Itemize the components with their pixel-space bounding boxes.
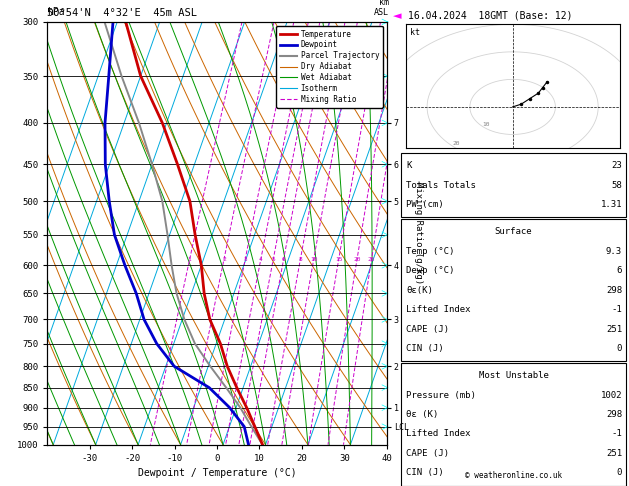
- Text: 0: 0: [616, 344, 622, 353]
- Text: PW (cm): PW (cm): [406, 200, 444, 209]
- Text: Temp (°C): Temp (°C): [406, 247, 455, 256]
- Text: CAPE (J): CAPE (J): [406, 449, 449, 458]
- Text: 10: 10: [310, 257, 318, 262]
- Text: 20: 20: [453, 141, 460, 146]
- Text: 15: 15: [335, 257, 342, 262]
- Text: 251: 251: [606, 325, 622, 333]
- Text: K: K: [406, 161, 412, 170]
- Text: 50°54'N  4°32'E  45m ASL: 50°54'N 4°32'E 45m ASL: [47, 8, 197, 18]
- Text: 6: 6: [616, 266, 622, 275]
- Text: 0: 0: [616, 469, 622, 477]
- Y-axis label: Mixing Ratio (g/kg): Mixing Ratio (g/kg): [414, 182, 423, 284]
- Text: 20: 20: [353, 257, 361, 262]
- Text: CAPE (J): CAPE (J): [406, 325, 449, 333]
- Text: Lifted Index: Lifted Index: [406, 430, 471, 438]
- Text: -1: -1: [611, 430, 622, 438]
- Text: 1.31: 1.31: [601, 200, 622, 209]
- Text: Dewp (°C): Dewp (°C): [406, 266, 455, 275]
- Text: 5: 5: [271, 257, 275, 262]
- X-axis label: Dewpoint / Temperature (°C): Dewpoint / Temperature (°C): [138, 469, 296, 478]
- Text: 9.3: 9.3: [606, 247, 622, 256]
- Text: 16.04.2024  18GMT (Base: 12): 16.04.2024 18GMT (Base: 12): [408, 11, 572, 21]
- Text: 58: 58: [611, 181, 622, 190]
- Text: 2: 2: [222, 257, 226, 262]
- Text: 6: 6: [282, 257, 286, 262]
- Text: 23: 23: [611, 161, 622, 170]
- Text: 8: 8: [299, 257, 303, 262]
- Text: 3: 3: [243, 257, 247, 262]
- Text: 298: 298: [606, 286, 622, 295]
- Text: 1002: 1002: [601, 391, 622, 399]
- Text: Most Unstable: Most Unstable: [479, 371, 548, 380]
- Text: 4: 4: [259, 257, 263, 262]
- Text: 251: 251: [606, 449, 622, 458]
- Text: 1: 1: [188, 257, 191, 262]
- Text: CIN (J): CIN (J): [406, 469, 444, 477]
- Text: Surface: Surface: [495, 227, 532, 236]
- Text: kt: kt: [410, 28, 420, 37]
- Text: CIN (J): CIN (J): [406, 344, 444, 353]
- Text: θε(K): θε(K): [406, 286, 433, 295]
- Text: Totals Totals: Totals Totals: [406, 181, 476, 190]
- Text: 10: 10: [482, 122, 490, 127]
- Text: 25: 25: [368, 257, 376, 262]
- Text: θε (K): θε (K): [406, 410, 438, 419]
- Text: © weatheronline.co.uk: © weatheronline.co.uk: [465, 471, 562, 480]
- Text: 298: 298: [606, 410, 622, 419]
- Legend: Temperature, Dewpoint, Parcel Trajectory, Dry Adiabat, Wet Adiabat, Isotherm, Mi: Temperature, Dewpoint, Parcel Trajectory…: [276, 26, 383, 108]
- Text: -1: -1: [611, 305, 622, 314]
- Text: km
ASL: km ASL: [374, 0, 389, 17]
- Text: hPa: hPa: [47, 7, 65, 17]
- Text: Pressure (mb): Pressure (mb): [406, 391, 476, 399]
- Text: ◄: ◄: [392, 11, 401, 21]
- Text: Lifted Index: Lifted Index: [406, 305, 471, 314]
